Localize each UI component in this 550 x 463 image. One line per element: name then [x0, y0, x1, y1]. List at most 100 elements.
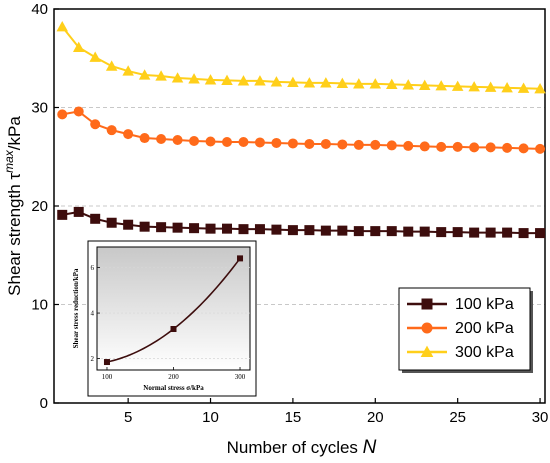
data-point [320, 225, 331, 236]
data-point [436, 141, 447, 152]
data-point [353, 226, 364, 237]
data-point [337, 225, 348, 236]
data-point [337, 139, 348, 150]
data-point [123, 219, 134, 230]
legend-swatch-marker [421, 298, 433, 310]
data-point [254, 224, 265, 235]
data-point [353, 139, 364, 150]
inset-data-point [237, 255, 244, 262]
y-tick-label: 30 [31, 100, 48, 117]
y-tick-label: 40 [31, 1, 48, 18]
data-point [469, 142, 480, 153]
data-point [188, 73, 200, 84]
data-point [501, 82, 513, 93]
data-point [370, 139, 381, 150]
x-tick-label: 30 [532, 409, 549, 426]
data-point [320, 77, 332, 88]
inset-grid-lines [97, 267, 250, 359]
data-point [452, 227, 463, 238]
legend: 100 kPa 200 kPa 300 kPa [398, 287, 533, 373]
series-200-kpa [57, 106, 546, 154]
data-point [205, 136, 216, 147]
inset-x-tick-label: 300 [235, 373, 246, 381]
data-point [304, 138, 315, 149]
data-point [222, 136, 233, 147]
data-point [320, 138, 331, 149]
data-point [56, 20, 68, 32]
data-point [370, 226, 381, 237]
data-point [238, 136, 249, 147]
data-point [386, 226, 397, 237]
data-point [205, 223, 216, 234]
data-point [452, 141, 463, 152]
data-point [469, 227, 480, 238]
data-point [485, 227, 496, 238]
data-point [403, 226, 414, 237]
data-point [106, 217, 117, 228]
data-point [517, 82, 530, 93]
inset-x-axis-title: Normal stress σ/kPa [143, 384, 204, 392]
data-point [419, 141, 430, 152]
data-point [222, 223, 233, 234]
inset-axis-ticks: 100 200 300 2 4 6 [91, 264, 246, 381]
data-point [518, 228, 529, 239]
data-point [189, 223, 200, 234]
data-point [518, 143, 529, 154]
x-tick-label: 25 [449, 409, 466, 426]
data-point [171, 72, 184, 83]
legend-label: 200 kPa [455, 320, 514, 337]
inset-series-layer [103, 255, 244, 366]
data-point [90, 119, 101, 130]
data-point [435, 80, 447, 91]
inset-data-point [170, 326, 177, 332]
data-point [204, 74, 217, 85]
data-point [238, 224, 249, 235]
data-point [138, 69, 151, 80]
data-point [73, 206, 84, 217]
data-point [502, 227, 513, 238]
y-axis-title: Shear strength τmax/kPa [2, 116, 24, 296]
series-line [62, 110, 541, 150]
data-point [386, 140, 397, 151]
data-point [485, 142, 496, 153]
data-point [254, 75, 266, 86]
inset-y-axis-title: Shear stress reduction/kPa [72, 268, 80, 348]
data-point [73, 106, 84, 117]
data-point [287, 76, 299, 87]
x-tick-label: 15 [285, 409, 302, 426]
data-point [156, 134, 167, 145]
data-point [122, 65, 134, 76]
legend-label: 300 kPa [455, 344, 514, 361]
series-100-kpa [57, 206, 546, 239]
inset-y-tick-label: 6 [91, 264, 95, 272]
data-point [156, 222, 167, 233]
data-point [304, 225, 315, 236]
data-point [271, 137, 282, 148]
data-point [139, 133, 150, 144]
data-point [287, 138, 298, 149]
y-tick-label: 20 [31, 198, 48, 215]
inset-x-tick-label: 200 [168, 373, 179, 381]
data-point [419, 226, 430, 237]
legend-swatch-marker [421, 322, 433, 334]
data-point [403, 140, 414, 151]
data-point [57, 109, 68, 120]
data-point [90, 213, 101, 224]
series-layer [56, 20, 546, 239]
series-line [62, 210, 541, 235]
y-tick-label: 0 [40, 395, 48, 412]
data-point [172, 135, 183, 146]
y-tick-label: 10 [31, 297, 48, 314]
inset-y-tick-label: 4 [91, 310, 95, 318]
data-point [502, 142, 513, 153]
data-point [468, 81, 480, 92]
series-line [61, 26, 541, 90]
data-point [237, 75, 250, 86]
data-point [254, 137, 265, 148]
data-point [270, 76, 283, 87]
data-point [484, 81, 497, 92]
inset-x-tick-label: 100 [102, 373, 113, 381]
series-300-kpa [56, 20, 546, 94]
data-point [386, 78, 398, 89]
